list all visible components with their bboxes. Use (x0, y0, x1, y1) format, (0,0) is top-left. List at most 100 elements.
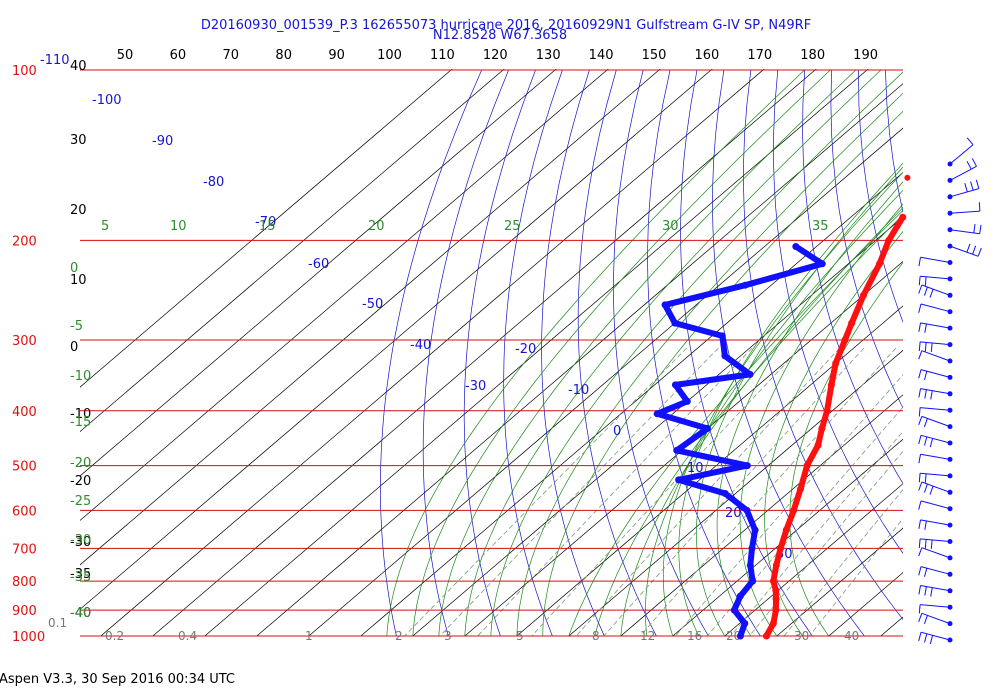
footer-text: Aspen V3.3, 30 Sep 2016 00:34 UTC (0, 672, 235, 687)
wind-barb (918, 275, 953, 286)
height-label: 20 (70, 203, 87, 218)
top-axis-label: 100 (377, 48, 402, 63)
axis-labels: 1002003004005006007008009001000403020100… (12, 48, 878, 645)
dewpoint-point (741, 281, 749, 289)
height-label: 10 (70, 273, 87, 288)
dewpoint-point (746, 370, 754, 378)
isotherm-line (464, 261, 903, 636)
moist-adiabat-line (490, 71, 903, 636)
moist-adiabat-line (412, 69, 831, 636)
temperature-point (772, 561, 780, 569)
pressure-label: 100 (12, 64, 37, 79)
wind-barb (947, 179, 980, 200)
temperature-point (769, 619, 777, 627)
pressure-label: 300 (12, 334, 37, 349)
wind-barb (918, 256, 953, 267)
wind-barb (918, 453, 953, 464)
theta-label: -40 (410, 338, 431, 353)
mixing-ratio-label: 3 (444, 629, 452, 643)
wind-barb (918, 415, 953, 430)
wind-barb (918, 350, 953, 364)
temperature-point (803, 462, 811, 470)
mixing-ratio-label: 1 (305, 629, 313, 643)
top-axis-label: 160 (694, 48, 719, 63)
height-label: -40 (70, 606, 91, 621)
height-label: -35 (70, 567, 91, 582)
dewpoint-point (721, 352, 729, 360)
dry-adiabat-line (503, 69, 563, 636)
wind-barb (947, 158, 977, 183)
dewpoint-point (746, 561, 754, 569)
moist-adiabat-label: -15 (70, 415, 91, 430)
mixing-ratio-label: 0.4 (178, 629, 197, 643)
height-label: 0 (70, 340, 78, 355)
top-axis-label: 60 (170, 48, 187, 63)
isotherm-line (80, 69, 453, 388)
isotherm-line (80, 69, 661, 566)
moist-adiabat-line (764, 230, 903, 636)
dewpoint-point (675, 476, 683, 484)
moist-adiabat-label: 25 (504, 219, 521, 234)
theta-label: 20 (725, 506, 742, 521)
dewpoint-point (718, 332, 726, 340)
isotherm-line (412, 216, 903, 636)
top-axis-label: 110 (430, 48, 455, 63)
dewpoint-trace (653, 243, 826, 640)
mixing-ratio-label: 30 (794, 629, 809, 643)
wind-barb (918, 519, 953, 530)
moist-adiabat-line (386, 69, 805, 636)
moist-adiabat-line (464, 69, 882, 636)
isotherm-line (880, 616, 903, 636)
height-label: -10 (70, 407, 91, 422)
pressure-label: 900 (12, 604, 37, 619)
mixing-ratio-line (404, 347, 687, 636)
mixing-ratio-label: 40 (844, 629, 859, 643)
isotherm-line (256, 83, 903, 636)
pressure-label: 400 (12, 405, 37, 420)
dry-adiabat-line (885, 69, 903, 214)
moist-adiabat-line (594, 214, 903, 636)
dewpoint-point (704, 425, 711, 432)
theta-label: -90 (152, 134, 173, 149)
temperature-point (876, 260, 883, 268)
dewpoint-point (736, 632, 744, 640)
wind-barb (947, 224, 982, 235)
temperature-point (762, 632, 770, 640)
mixing-ratio-line (706, 406, 903, 636)
dewpoint-point (818, 260, 826, 268)
dry-adiabat-line (712, 69, 865, 636)
wind-barb (918, 500, 953, 512)
moist-adiabat-label: -40 (70, 606, 91, 621)
top-axis-label: 170 (747, 48, 772, 63)
chart-title: D20160930_001539_P.3 162655073 hurricane… (201, 18, 811, 33)
temperature-point (823, 407, 831, 415)
mixing-ratio-line (809, 517, 903, 636)
temperature-point (860, 291, 867, 299)
isotherm-line (933, 69, 1000, 636)
mixing-ratio-line (531, 347, 801, 636)
temperature-point (782, 526, 790, 534)
temperature-point (777, 544, 785, 552)
dry-adiabat-line (858, 69, 903, 324)
temperature-point (899, 213, 907, 221)
mixing-ratio-line (477, 347, 753, 636)
isotherm-line (204, 69, 869, 636)
temperature-point (827, 381, 835, 389)
mixing-ratio-label: 16 (687, 629, 702, 643)
mixing-ratio-label: 0.2 (105, 629, 124, 643)
moist-adiabat-label: 30 (662, 219, 679, 234)
wind-barb (918, 612, 953, 627)
theta-label: -100 (92, 93, 122, 108)
dry-adiabat-line (939, 70, 1000, 636)
wind-barb (918, 388, 953, 400)
theta-label: -60 (308, 257, 329, 272)
dewpoint-point (743, 506, 751, 514)
theta-label: -30 (465, 379, 486, 394)
isotherm-line (308, 127, 903, 636)
theta-label: -110 (40, 53, 70, 68)
pressure-label: 1000 (12, 630, 45, 645)
moist-adiabat-line (620, 207, 903, 636)
theta-label: -10 (568, 383, 589, 398)
top-axis-label: 140 (589, 48, 614, 63)
chart-subtitle: N12.8528 W67.3658 (433, 28, 567, 43)
